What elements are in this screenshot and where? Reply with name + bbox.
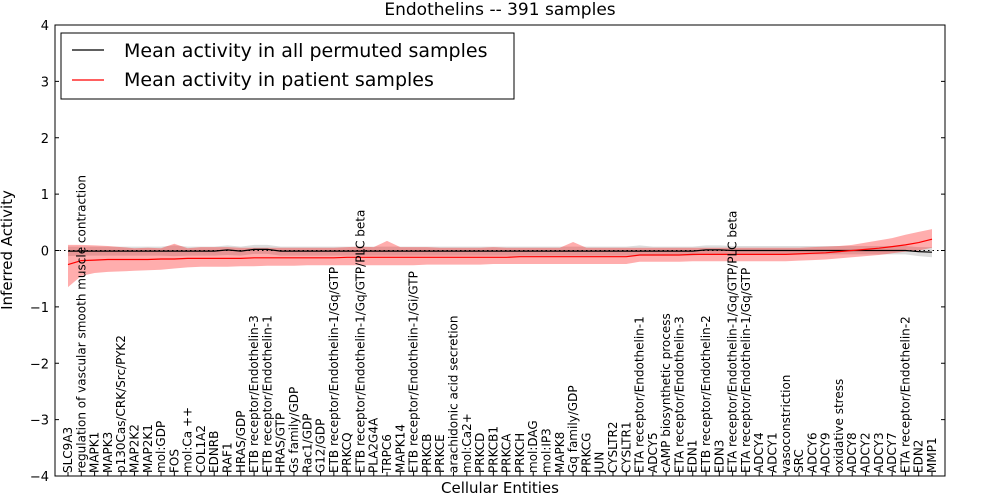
entity-label: MAPK1 <box>88 432 102 473</box>
entity-label: arachidonic acid secretion <box>447 316 461 473</box>
entity-label: PRKCG <box>579 433 593 473</box>
legend-label-patient: Mean activity in patient samples <box>124 69 434 91</box>
entity-label: MAP2K1 <box>141 424 155 473</box>
entity-label: ETB receptor/Endothelin-1/Gq/GTP <box>327 267 341 473</box>
entity-label: MAPK3 <box>101 432 115 473</box>
entity-label: ETA receptor/Endothelin-2 <box>898 316 912 473</box>
entity-label: ADCY6 <box>805 432 819 473</box>
entity-label: EDN2 <box>912 440 926 473</box>
entity-label: mol:Ca2+ <box>460 413 474 473</box>
entity-label: ADCY4 <box>752 432 766 473</box>
entity-label: ADCY2 <box>859 432 873 473</box>
legend-box <box>60 32 515 100</box>
entity-label: ETA receptor/Endothelin-3 <box>672 316 686 473</box>
entity-label: COL1A2 <box>194 425 208 473</box>
entity-label: ETB receptor/Endothelin-1/Gq/GTP/PLC bet… <box>353 210 367 473</box>
entity-labels: SLC9A3 regulation of vascular smooth musc… <box>61 175 939 474</box>
entity-label: ETA receptor/Endothelin-1/Gq/GTP <box>739 268 753 473</box>
entity-label: ADCY8 <box>845 432 859 473</box>
entity-label: PRKCA <box>500 433 514 473</box>
entity-label: ADCY1 <box>766 432 780 473</box>
entity-label: mol:IP3 <box>540 428 554 473</box>
entity-label: ETB receptor/Endothelin-2 <box>699 315 713 473</box>
entity-label: MMP1 <box>925 437 939 473</box>
entity-label: SLC9A3 <box>61 427 75 473</box>
entity-label: oxidative stress <box>832 379 846 473</box>
series-line-patient <box>67 238 933 266</box>
entity-label: RAF1 <box>221 442 235 473</box>
y-tick-label: −2 <box>30 357 49 372</box>
entity-label: PRKCH <box>513 433 527 473</box>
y-tick-label: 1 <box>41 188 49 203</box>
entity-label: EDN1 <box>686 440 700 473</box>
entity-label: MAPK14 <box>393 424 407 473</box>
entity-label: CYSLTR1 <box>619 422 633 473</box>
entity-label: Gs family/GDP <box>287 387 301 473</box>
entity-label: HRAS/GDP <box>234 410 248 473</box>
y-axis-ticks: 4 3 2 1 0 −1 −2 −3 −4 <box>30 19 945 485</box>
entity-label: ADCY9 <box>819 432 833 473</box>
x-axis-label: Cellular Entities <box>441 479 559 497</box>
entity-label: mol:DAG <box>526 420 540 473</box>
entity-label: FOS <box>167 449 181 473</box>
y-tick-label: 4 <box>41 19 49 34</box>
entity-label: TRPC6 <box>380 434 394 474</box>
y-tick-label: 0 <box>41 245 49 260</box>
y-tick-label: −3 <box>30 414 49 429</box>
entity-label: PRKCB1 <box>486 426 500 473</box>
entity-label: JUN <box>593 452 607 474</box>
entity-label: mol:Ca ++ <box>181 407 195 473</box>
entity-label: ETA receptor/Endothelin-1 <box>633 316 647 473</box>
entity-label: ADCY7 <box>885 432 899 473</box>
entity-label: MAPK8 <box>553 432 567 473</box>
legend: Mean activity in all permuted samples Me… <box>60 32 515 100</box>
entity-label: ETB receptor/Endothelin-1/Gi/GTP <box>407 271 421 473</box>
entity-label: ETA receptor/Endothelin-1/Gq/GTP/PLC bet… <box>726 211 740 473</box>
y-tick-label: −4 <box>30 470 49 485</box>
entity-label: Rac1/GDP <box>300 414 314 473</box>
entity-label: G12/GDP <box>314 419 328 473</box>
entity-label: PRKCB <box>420 434 434 473</box>
y-axis-label: Inferred Activity <box>0 190 16 310</box>
entity-label: Gq family/GDP <box>566 385 580 473</box>
y-tick-label: −1 <box>30 301 49 316</box>
entity-label: PRKCQ <box>340 432 354 473</box>
entity-label: p130Cas/CRK/Src/PYK2 <box>114 335 128 473</box>
entity-label: ETB receptor/Endothelin-3 <box>247 315 261 473</box>
entity-label: PRKCE <box>433 434 447 473</box>
entity-label: SRC <box>792 449 806 473</box>
entity-label: MAP2K2 <box>128 424 142 473</box>
entity-label: mol:GDP <box>154 421 168 473</box>
band-patient <box>68 229 932 288</box>
entity-label: HRAS/GTP <box>274 413 288 473</box>
entity-label: EDNRB <box>207 431 221 473</box>
legend-label-permuted: Mean activity in all permuted samples <box>124 40 487 62</box>
entity-label: ADCY3 <box>872 432 886 473</box>
entity-label: PLA2G4A <box>367 417 381 473</box>
x-axis-ticks <box>67 472 933 476</box>
entity-label: ADCY5 <box>646 432 660 473</box>
chart-title: Endothelins -- 391 samples <box>384 0 615 20</box>
entity-label: PRKCD <box>473 433 487 473</box>
series-line-permuted <box>68 248 933 253</box>
entity-label: EDN3 <box>712 440 726 473</box>
series-lines <box>67 238 933 266</box>
entity-label: regulation of vascular smooth muscle con… <box>74 175 88 473</box>
entity-label: cAMP biosynthetic process <box>659 313 673 473</box>
entity-label: CYSLTR2 <box>606 422 620 473</box>
entity-label: ETB receptor/Endothelin-1 <box>260 315 274 473</box>
y-tick-label: 2 <box>41 132 49 147</box>
y-tick-label: 3 <box>41 75 49 90</box>
entity-label: vasoconstriction <box>779 375 793 473</box>
